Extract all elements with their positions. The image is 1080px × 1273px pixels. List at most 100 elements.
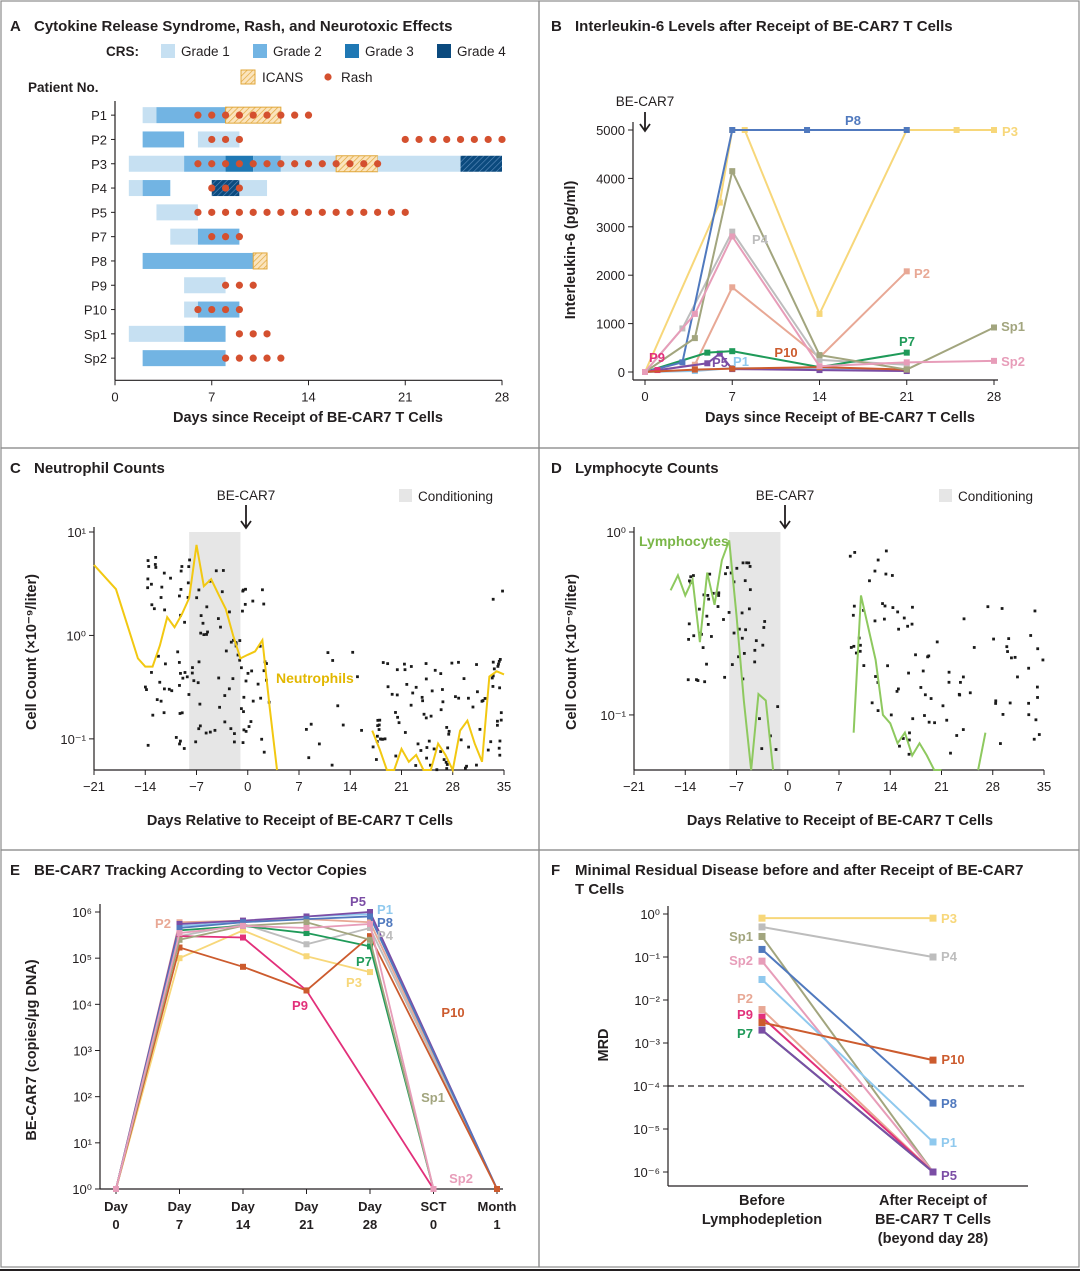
patient-label: Sp2 bbox=[84, 351, 107, 366]
patient-dot bbox=[876, 558, 880, 562]
rash-dot bbox=[235, 281, 243, 289]
patient-dot bbox=[341, 723, 345, 727]
panel-d-xlabel: Days Relative to Receipt of BE-CAR7 T Ce… bbox=[687, 813, 993, 829]
legend-rash: Rash bbox=[341, 70, 373, 85]
il6-point-P4 bbox=[816, 356, 823, 363]
patient-dot bbox=[150, 671, 153, 674]
patient-dot bbox=[1032, 737, 1036, 741]
mrd-after-P4 bbox=[929, 953, 937, 961]
a-x-tick-label: 14 bbox=[301, 389, 315, 404]
f-y-tick-label: 10⁻² bbox=[634, 993, 660, 1008]
patient-dot bbox=[409, 703, 413, 707]
rash-dot bbox=[415, 135, 423, 144]
patient-dot bbox=[450, 661, 454, 665]
vector-point-P4 bbox=[367, 925, 373, 932]
d-conditioning-legend: Conditioning bbox=[958, 489, 1033, 504]
il6-point-P4 bbox=[729, 228, 736, 235]
il6-point-P8 bbox=[729, 127, 736, 133]
panel-d: D Lymphocyte Counts Conditioning BE-CAR7… bbox=[551, 460, 1051, 829]
il6-point-P3 bbox=[816, 310, 823, 317]
patient-dot bbox=[376, 724, 380, 728]
il6-line-P5 bbox=[644, 352, 907, 373]
crs-bar-grade1 bbox=[156, 204, 198, 221]
patient-dot bbox=[411, 691, 415, 695]
legend-swatch-grade3 bbox=[345, 44, 359, 58]
patient-dot bbox=[152, 607, 156, 611]
patient-dot bbox=[223, 694, 227, 697]
patient-dot bbox=[692, 634, 696, 638]
vector-point-P10 bbox=[367, 933, 373, 940]
rash-dot bbox=[208, 160, 216, 168]
x-tick-label: −14 bbox=[134, 779, 156, 794]
patient-dot bbox=[258, 644, 262, 648]
patient-dot bbox=[439, 750, 443, 753]
patient-dot bbox=[164, 662, 167, 666]
patient-dot bbox=[498, 686, 502, 690]
patient-dot bbox=[689, 575, 693, 579]
patient-dot bbox=[923, 714, 926, 717]
panel-c-plot: −21 −14 −7 0 7 14 21 28 35 10¹ 10⁰ 10⁻¹ Neutrophils bbox=[60, 525, 511, 794]
patient-dot bbox=[910, 622, 914, 626]
a-x-tick-label: 28 bbox=[495, 389, 509, 404]
patient-dot bbox=[1029, 634, 1033, 637]
mrd-before-P2 bbox=[758, 1006, 766, 1014]
patient-dot bbox=[190, 671, 194, 675]
patient-dot bbox=[244, 587, 247, 591]
patient-dot bbox=[246, 671, 250, 675]
vector-point-P10 bbox=[494, 1186, 500, 1192]
f-y-tick-label: 10⁻⁶ bbox=[633, 1165, 660, 1180]
patient-dot bbox=[873, 619, 877, 623]
panel-c: C Neutrophil Counts Conditioning BE-CAR7… bbox=[10, 460, 511, 829]
patient-dot bbox=[735, 566, 739, 570]
panel-f-title-line1: Minimal Residual Disease before and afte… bbox=[575, 862, 1023, 879]
patient-dot bbox=[726, 566, 729, 569]
e-x-tick-label: Day bbox=[231, 1199, 256, 1214]
il6-point-P9 bbox=[654, 367, 661, 374]
patient-dot bbox=[499, 718, 503, 722]
y-tick-label: 10⁻¹ bbox=[600, 708, 626, 723]
patient-dot bbox=[445, 726, 449, 729]
patient-dot bbox=[1027, 701, 1031, 705]
patient-dot bbox=[231, 677, 235, 681]
patient-dot bbox=[179, 588, 183, 591]
patient-dot bbox=[194, 740, 198, 744]
patient-dot bbox=[935, 640, 939, 644]
patient-dot bbox=[182, 747, 186, 750]
patient-label: P9 bbox=[91, 278, 107, 293]
patient-dot bbox=[174, 736, 178, 739]
e-y-tick-label: 10² bbox=[73, 1090, 92, 1105]
b-y-tick-label: 1000 bbox=[596, 317, 625, 332]
crs-bar-grade1 bbox=[184, 277, 226, 294]
il6-point-P5 bbox=[704, 360, 711, 367]
a-x-tick-label: 21 bbox=[398, 389, 412, 404]
patient-dot bbox=[219, 625, 222, 629]
patient-dot bbox=[1036, 696, 1039, 699]
patient-dot bbox=[853, 551, 857, 554]
patient-dot bbox=[178, 712, 182, 715]
patient-dot bbox=[241, 741, 245, 745]
e-x-tick-label: 0 bbox=[112, 1217, 119, 1232]
x-tick-label: 35 bbox=[497, 779, 511, 794]
rash-dot bbox=[318, 208, 326, 216]
patient-dot bbox=[498, 739, 502, 743]
patient-dot bbox=[908, 731, 911, 735]
patient-dot bbox=[429, 714, 433, 718]
x-tick-label: −21 bbox=[83, 779, 105, 794]
patient-dot bbox=[498, 657, 502, 661]
panel-b-title: Interleukin-6 Levels after Receipt of BE… bbox=[575, 18, 953, 35]
patient-dot bbox=[705, 662, 708, 666]
panel-d-plot: −21 −14 −7 0 7 14 21 28 35 10⁰ 10⁻¹ Lymphocytes bbox=[600, 525, 1051, 794]
patient-dot bbox=[947, 670, 951, 674]
patient-dot bbox=[992, 637, 995, 641]
panel-e-letter: E bbox=[10, 862, 20, 879]
patient-dot bbox=[144, 685, 147, 689]
crs-bar-grade4 bbox=[460, 155, 502, 172]
rash-dot bbox=[401, 135, 409, 144]
patient-dot bbox=[422, 712, 426, 716]
patient-dot bbox=[146, 586, 150, 590]
x-tick-label: 28 bbox=[446, 779, 460, 794]
patient-label: P7 bbox=[91, 230, 107, 245]
f-y-tick-label: 10⁻³ bbox=[634, 1036, 660, 1051]
mrd-before-Sp1 bbox=[758, 932, 766, 940]
f-y-tick-label: 10⁻⁵ bbox=[633, 1122, 660, 1137]
